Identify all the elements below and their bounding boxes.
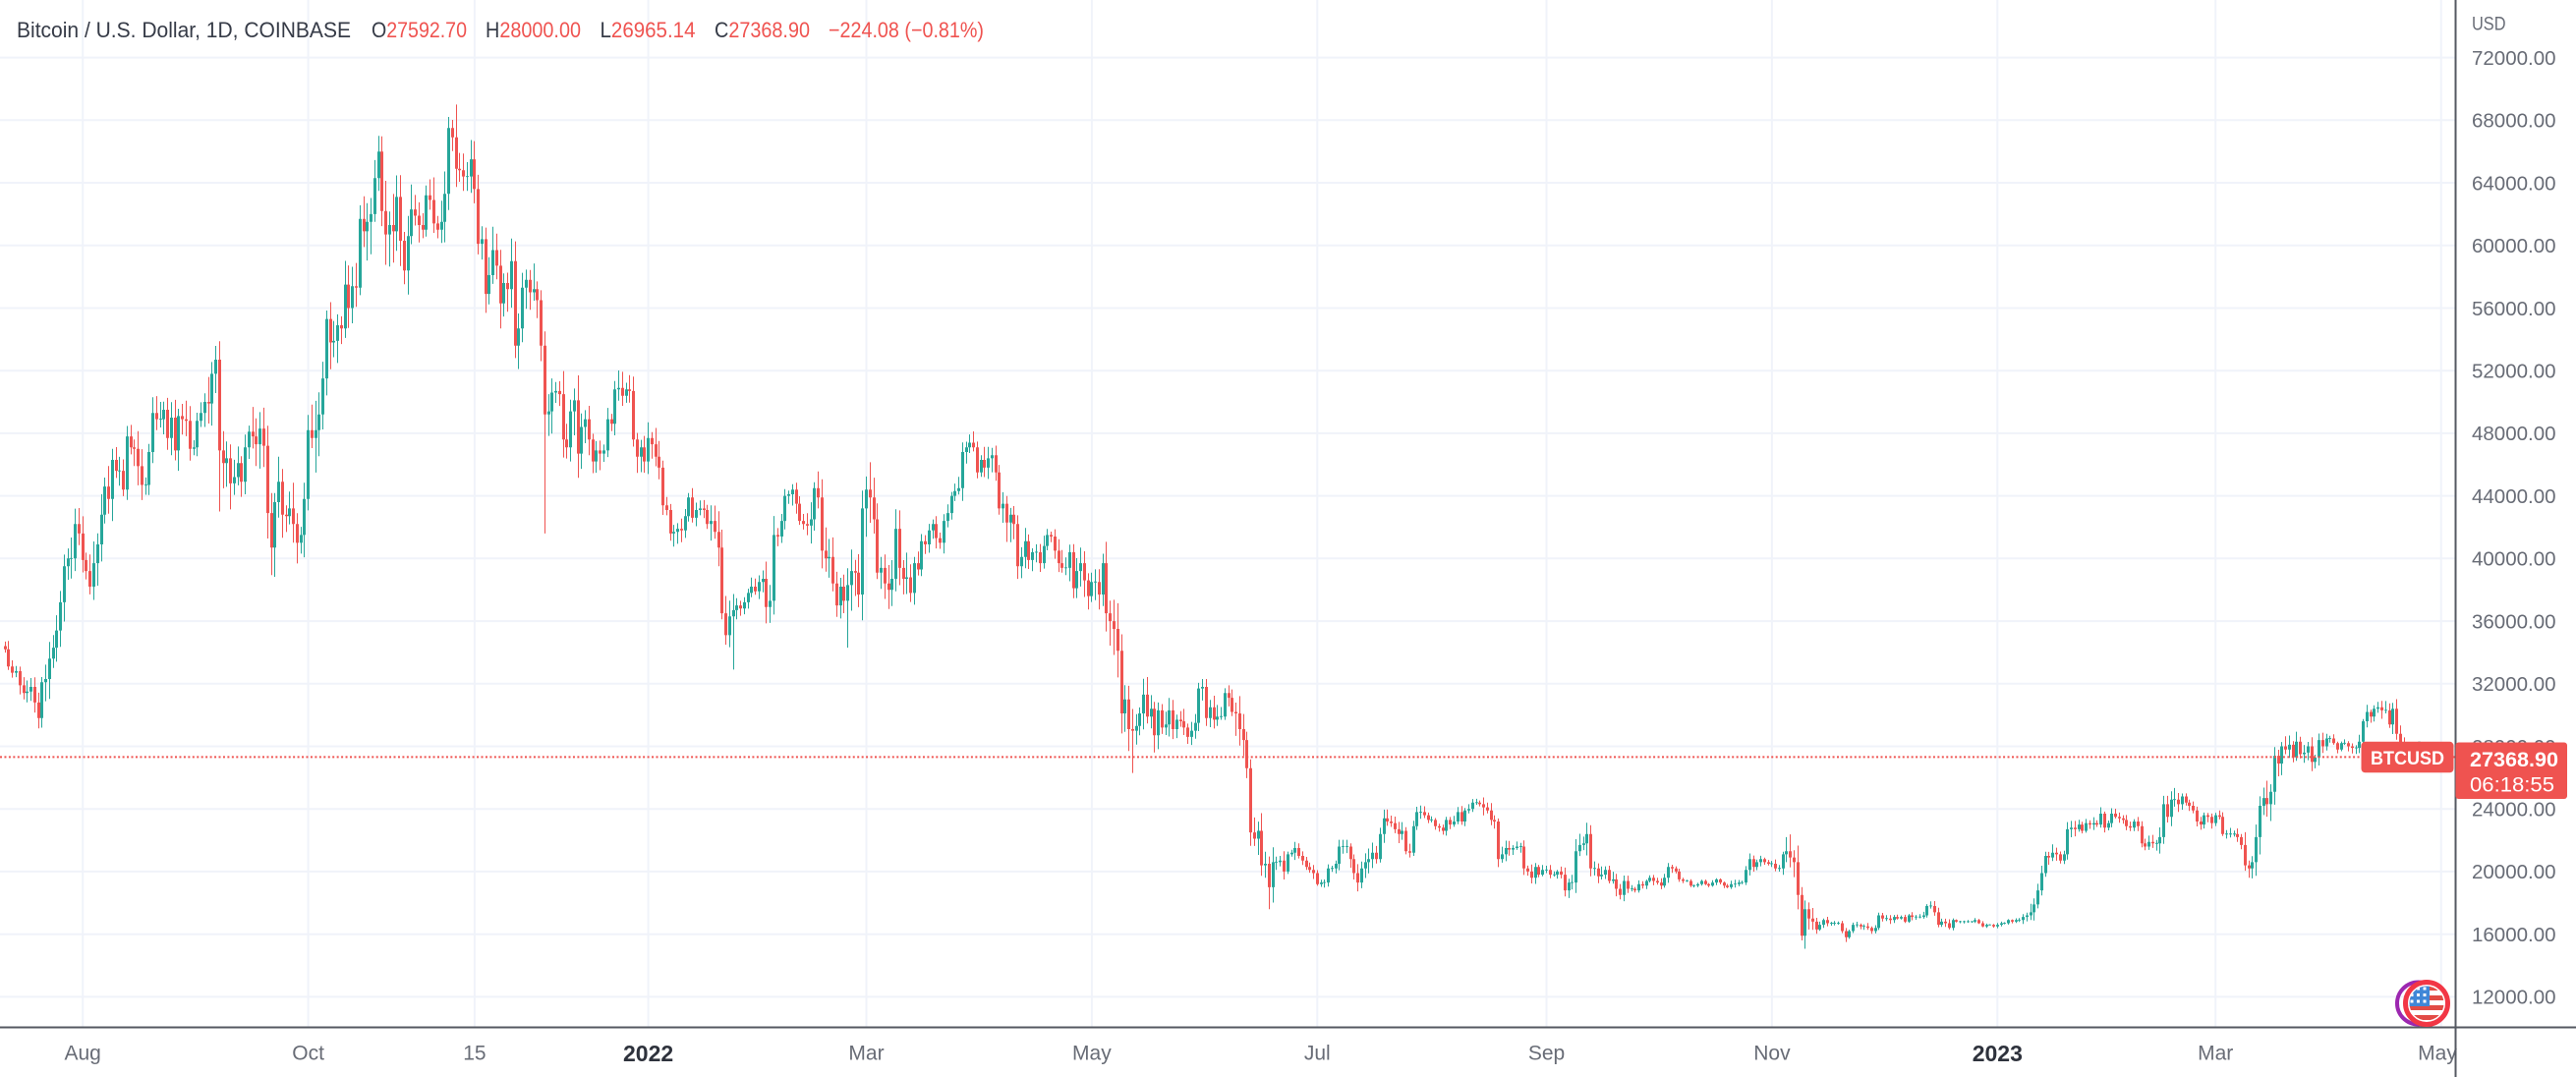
svg-text:Jul: Jul [1304,1043,1331,1065]
svg-text:15: 15 [463,1043,486,1065]
svg-text:48000.00: 48000.00 [2472,423,2556,445]
svg-text:Bitcoin / U.S. Dollar, 1D, COI: Bitcoin / U.S. Dollar, 1D, COINBASE [17,18,351,42]
svg-text:72000.00: 72000.00 [2472,47,2556,70]
svg-text:64000.00: 64000.00 [2472,172,2556,195]
svg-text:2022: 2022 [623,1041,673,1066]
svg-text:Mar: Mar [848,1043,884,1065]
svg-text:68000.00: 68000.00 [2472,110,2556,133]
svg-text:06:18:55: 06:18:55 [2470,773,2554,797]
svg-text:−224.08 (−0.81%): −224.08 (−0.81%) [829,18,984,42]
svg-text:H28000.00: H28000.00 [486,18,581,42]
svg-text:27368.90: 27368.90 [2470,748,2558,771]
svg-text:Oct: Oct [292,1043,324,1065]
svg-text:60000.00: 60000.00 [2472,235,2556,257]
svg-text:36000.00: 36000.00 [2472,610,2556,633]
svg-text:40000.00: 40000.00 [2472,548,2556,571]
svg-text:20000.00: 20000.00 [2472,861,2556,883]
svg-text:52000.00: 52000.00 [2472,361,2556,383]
svg-text:24000.00: 24000.00 [2472,799,2556,822]
svg-text:USD: USD [2472,15,2506,35]
svg-text:2023: 2023 [1973,1041,2023,1066]
svg-text:44000.00: 44000.00 [2472,485,2556,508]
svg-text:Aug: Aug [65,1043,101,1065]
svg-text:BTCUSD: BTCUSD [2371,749,2444,769]
svg-text:O27592.70: O27592.70 [372,18,467,42]
svg-text:Mar: Mar [2198,1043,2233,1065]
svg-text:Sep: Sep [1528,1043,1565,1065]
svg-text:L26965.14: L26965.14 [601,18,696,42]
svg-text:56000.00: 56000.00 [2472,298,2556,320]
svg-text:16000.00: 16000.00 [2472,924,2556,946]
svg-text:32000.00: 32000.00 [2472,673,2556,696]
svg-text:12000.00: 12000.00 [2472,987,2556,1009]
svg-text:May: May [2418,1043,2457,1065]
svg-text:May: May [1072,1043,1112,1065]
svg-text:C27368.90: C27368.90 [715,18,810,42]
svg-text:Nov: Nov [1753,1043,1791,1065]
